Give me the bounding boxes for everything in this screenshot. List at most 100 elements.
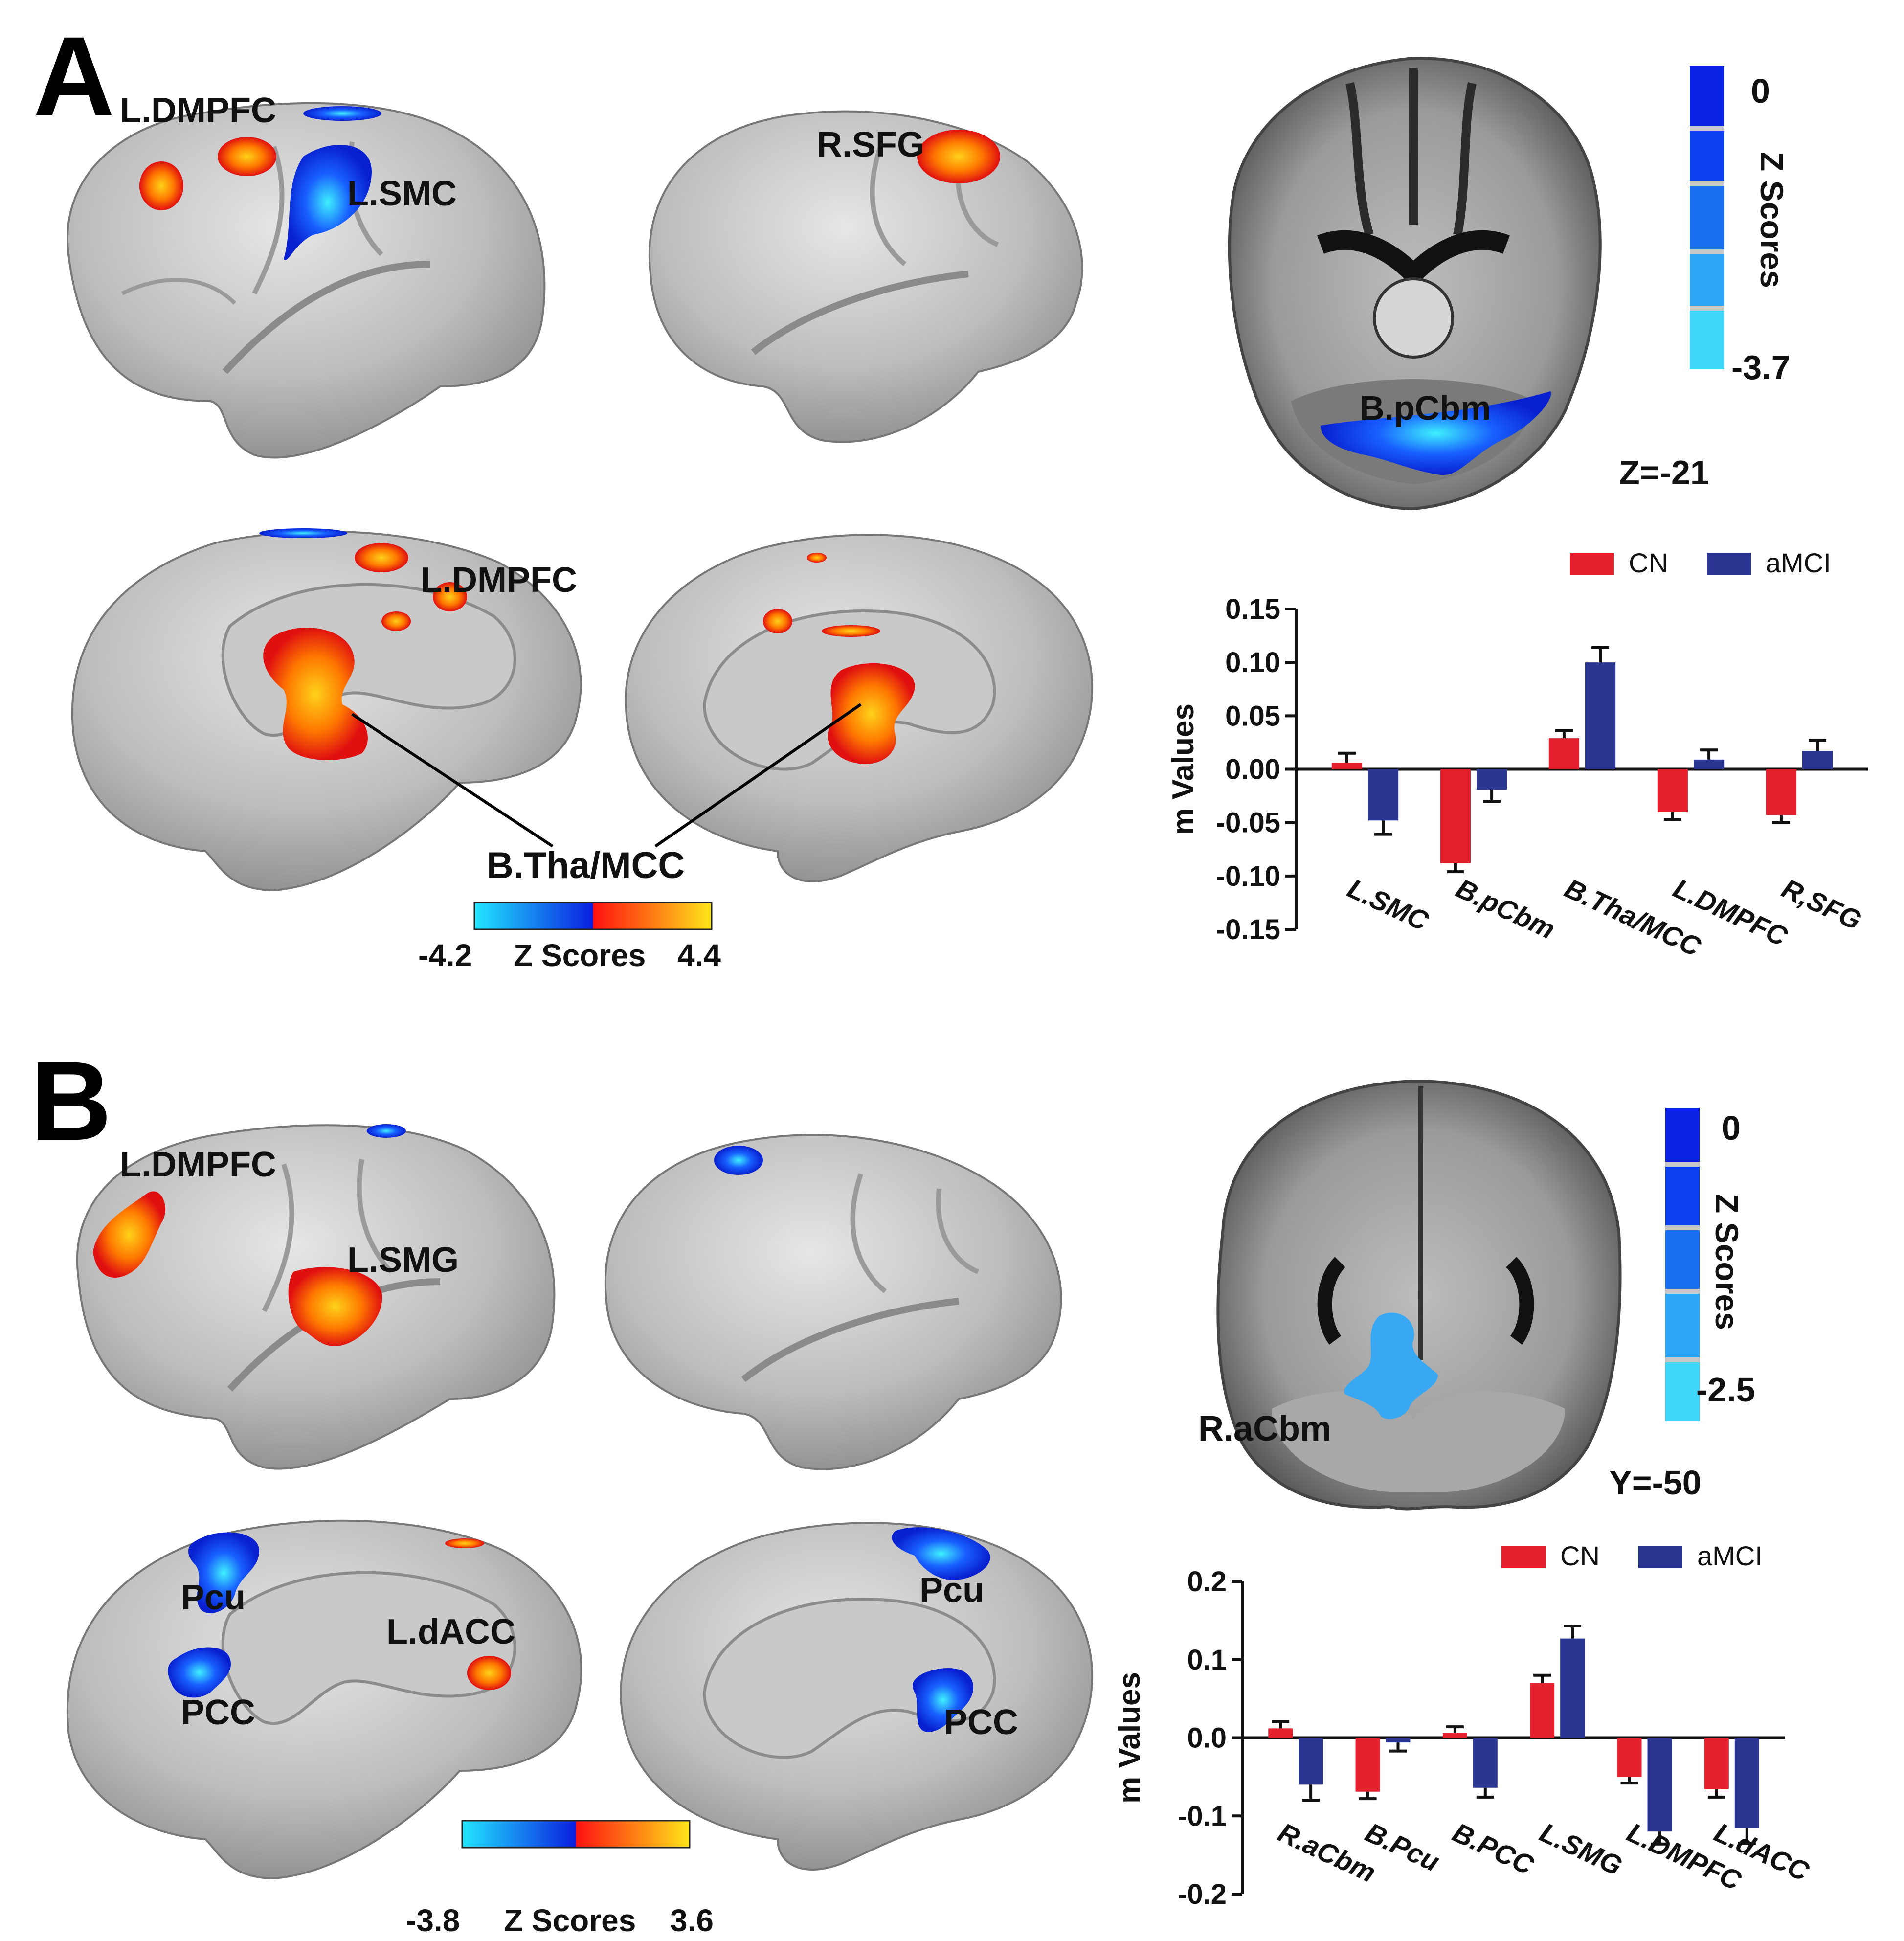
y-axis-label: m Values bbox=[1113, 1672, 1146, 1804]
legend-swatch-cn bbox=[1570, 553, 1614, 575]
x-category-label: B.pCbm bbox=[1452, 873, 1560, 945]
blob-l-dmpfc-medial-3 bbox=[381, 611, 411, 631]
legend-swatch-amci bbox=[1707, 553, 1751, 575]
y-tick-label: -0.05 bbox=[1216, 807, 1280, 839]
blob-l-dmpfc-medial bbox=[355, 543, 408, 572]
label-a-z-coord: Z=-21 bbox=[1619, 453, 1709, 492]
y-tick-label: 0.05 bbox=[1225, 700, 1280, 732]
colorbar-va-bottom: -3.7 bbox=[1731, 348, 1791, 386]
blob-right-medial-3 bbox=[807, 553, 827, 563]
brain-medial-right-b bbox=[620, 1522, 1094, 1871]
label-a-l-dmpfc: L.DMPFC bbox=[120, 91, 276, 130]
blob-l-smc bbox=[284, 145, 372, 260]
legend-label-amci: aMCI bbox=[1697, 1540, 1763, 1571]
label-a-r-sfg: R.SFG bbox=[817, 125, 924, 164]
label-b-pcc-right: PCC bbox=[944, 1703, 1018, 1742]
label-a-l-dmpfc-medial: L.DMPFC bbox=[421, 561, 577, 600]
panel-b-letter: B bbox=[30, 1038, 112, 1164]
label-b-pcu-right: Pcu bbox=[919, 1571, 984, 1610]
blob-b-pcu-left bbox=[188, 1532, 259, 1614]
x-category-label: L.SMG bbox=[1535, 1817, 1627, 1881]
colorbar-b-min: -3.8 bbox=[406, 1903, 460, 1938]
blob-right-medial-2 bbox=[822, 625, 880, 637]
bar-amci-r-sfg bbox=[1802, 751, 1833, 769]
colorbar-va-title: Z Scores bbox=[1754, 152, 1790, 288]
blob-b-pcc-right bbox=[913, 1668, 973, 1732]
colorbar-a-max: 4.4 bbox=[677, 938, 721, 973]
y-axis-label: m Values bbox=[1166, 703, 1200, 835]
blob-l-dmpfc bbox=[218, 137, 276, 176]
x-category-label: R.aCbm bbox=[1274, 1817, 1380, 1889]
mri-coronal-slice-b bbox=[1216, 1079, 1622, 1511]
blob-b-tha-mcc-right bbox=[828, 663, 915, 764]
legend-swatch-cn bbox=[1501, 1546, 1546, 1568]
label-a-b-pcbm: B.pCbm bbox=[1360, 389, 1491, 427]
bar-cn-l-smc bbox=[1331, 763, 1362, 769]
label-b-pcc-left: PCC bbox=[181, 1693, 255, 1732]
brain-lateral-left-a bbox=[67, 102, 546, 459]
blob-b-l-smg bbox=[288, 1267, 382, 1347]
bar-amci-l-dmpfc bbox=[1694, 759, 1725, 769]
brain-lateral-left-b bbox=[76, 1124, 556, 1470]
y-tick-label: 0.1 bbox=[1187, 1644, 1227, 1676]
bar-cn-l-dmpfc bbox=[1657, 769, 1688, 812]
y-tick-label: 0.00 bbox=[1225, 754, 1280, 786]
bar-cn-r-sfg bbox=[1766, 769, 1796, 815]
colorbar-vertical-b bbox=[1665, 1108, 1700, 1421]
y-tick-label: 0.10 bbox=[1225, 647, 1280, 678]
blob-r-acbm bbox=[1344, 1312, 1438, 1419]
x-category-label: B.PCC bbox=[1448, 1817, 1539, 1881]
bar-cn-b-tha-mcc bbox=[1548, 738, 1579, 769]
label-b-l-dacc: L.dACC bbox=[386, 1612, 515, 1651]
y-tick-label: -0.2 bbox=[1178, 1878, 1227, 1910]
y-tick-label: 0.0 bbox=[1187, 1722, 1227, 1754]
colorbar-a-min: -4.2 bbox=[418, 938, 472, 973]
bar-amci-r-acbm bbox=[1299, 1738, 1323, 1785]
blob-right-medial-1 bbox=[763, 609, 792, 633]
panel-a-letter: A bbox=[33, 13, 114, 139]
colorbar-a-title: Z Scores bbox=[514, 938, 646, 973]
legend-label-cn: CN bbox=[1560, 1540, 1600, 1571]
colorbar-va-top: 0 bbox=[1751, 72, 1770, 110]
blob-b-l-dmpfc bbox=[93, 1191, 166, 1278]
blob-l-frontal bbox=[139, 161, 183, 210]
colorbar-vertical-a bbox=[1690, 66, 1724, 369]
blob-b-lateral-top-blue bbox=[367, 1124, 406, 1138]
legend-swatch-amci bbox=[1638, 1546, 1682, 1568]
bar-cn-r-acbm bbox=[1268, 1728, 1293, 1738]
label-b-l-dmpfc: L.DMPFC bbox=[120, 1145, 276, 1184]
colorbar-vb-top: 0 bbox=[1722, 1109, 1741, 1147]
colorbar-vb-bottom: -2.5 bbox=[1696, 1371, 1755, 1409]
bar-cn-l-dacc bbox=[1704, 1738, 1729, 1789]
blob-b-medial-top-hot bbox=[445, 1538, 484, 1548]
chart-a: 0.15 0.10 0.05 0.00 -0.05 -0.10 -0.15 m Values L… bbox=[1166, 547, 1868, 963]
blob-b-pcu-right bbox=[892, 1527, 990, 1580]
blob-l-dmpfc-medial-2 bbox=[433, 582, 467, 611]
blob-r-sfg bbox=[917, 130, 1000, 183]
bar-cn-l-smg bbox=[1530, 1683, 1555, 1738]
blob-b-pcbm bbox=[1321, 391, 1551, 475]
pointer-line-left bbox=[351, 713, 554, 848]
legend-label-cn: CN bbox=[1629, 547, 1668, 578]
bar-cn-b-pcu bbox=[1355, 1738, 1380, 1792]
bar-amci-b-pcbm bbox=[1477, 769, 1507, 790]
label-a-b-tha-mcc: B.Tha/MCC bbox=[487, 845, 685, 886]
pointer-line-right bbox=[654, 703, 862, 848]
blob-medial-top-blue bbox=[259, 528, 347, 538]
label-b-r-acbm: R.aCbm bbox=[1198, 1409, 1331, 1448]
y-tick-label: -0.10 bbox=[1216, 860, 1280, 892]
y-tick-label: -0.1 bbox=[1178, 1800, 1227, 1832]
bar-amci-b-tha-mcc bbox=[1585, 662, 1616, 769]
bar-amci-l-dmpfc bbox=[1647, 1738, 1672, 1832]
colorbar-b-title: Z Scores bbox=[504, 1903, 636, 1938]
colorbar-b bbox=[461, 1820, 691, 1849]
brain-lateral-right-b bbox=[604, 1134, 1062, 1470]
label-b-l-smg: L.SMG bbox=[347, 1241, 459, 1280]
brain-medial-left-a bbox=[71, 528, 582, 892]
mri-axial-slice-a bbox=[1228, 57, 1602, 511]
label-b-pcu-left: Pcu bbox=[181, 1578, 246, 1617]
blob-b-right-blue bbox=[714, 1146, 763, 1175]
bar-amci-l-smc bbox=[1368, 769, 1399, 821]
bar-cn-b-pcbm bbox=[1440, 769, 1471, 863]
